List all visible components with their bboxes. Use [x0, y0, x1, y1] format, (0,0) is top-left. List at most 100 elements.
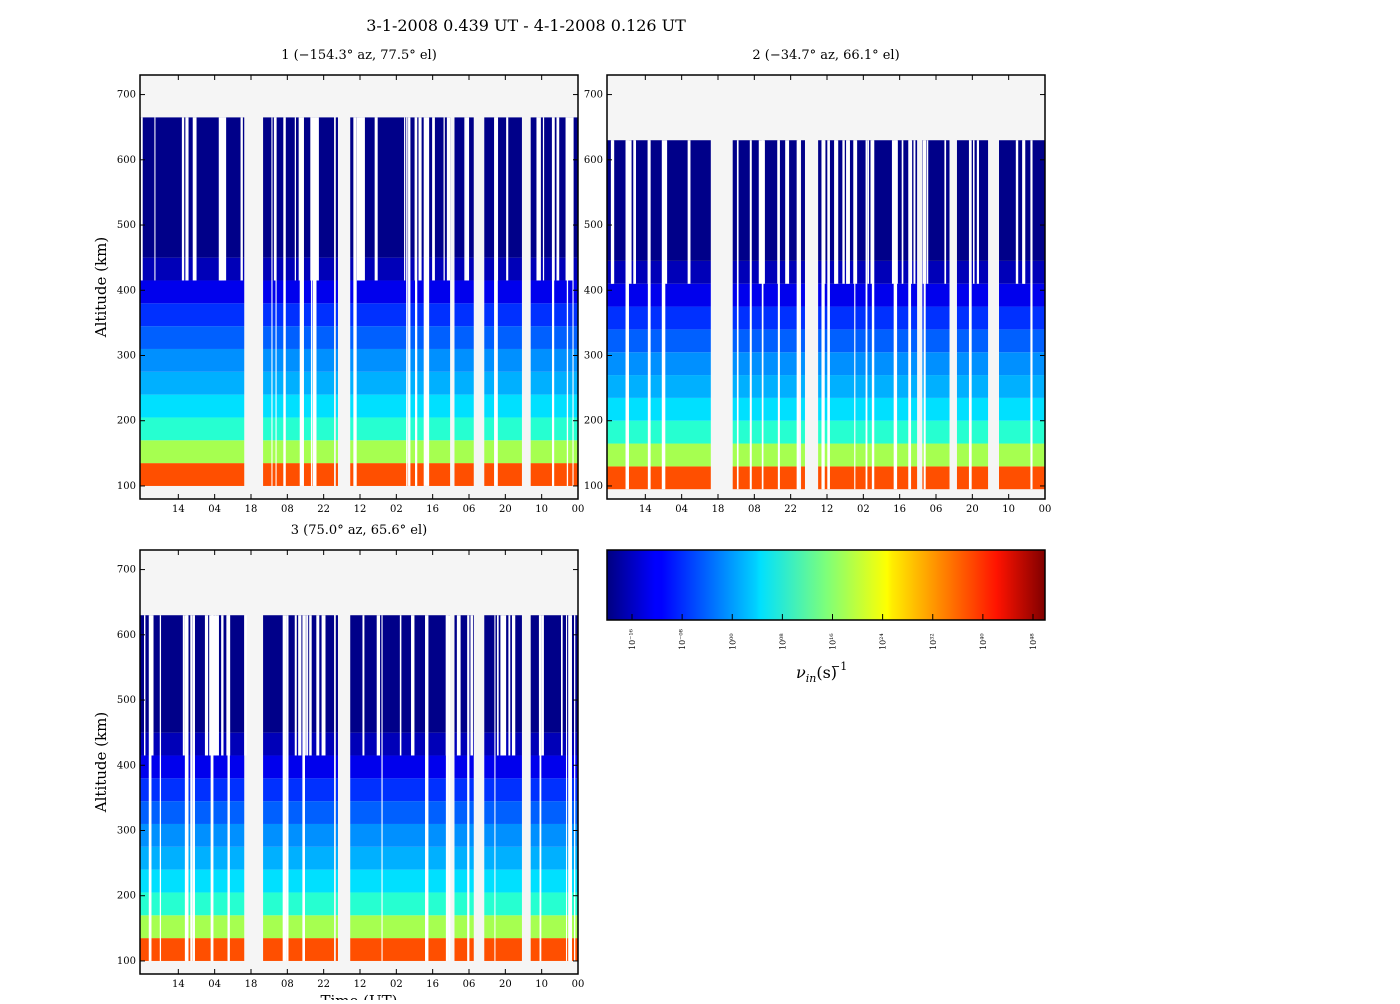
- missing-column: [568, 615, 572, 961]
- y-tick-label: 500: [117, 695, 136, 706]
- x-tick-label: 08: [748, 504, 761, 515]
- heatmap-cell: [484, 869, 522, 893]
- missing-column: [976, 140, 979, 284]
- panel-title: 2 (−34.7° az, 66.1° el): [752, 48, 899, 63]
- y-tick-label: 700: [584, 90, 603, 101]
- missing-column: [467, 615, 470, 961]
- y-tick-label: 300: [117, 350, 136, 361]
- missing-column: [539, 615, 542, 961]
- x-tick-label: 22: [317, 504, 330, 515]
- heatmap-cell: [454, 394, 474, 418]
- heatmap-cell: [263, 326, 335, 349]
- missing-column: [785, 140, 790, 284]
- y-axis-label: Altitude (km): [92, 237, 110, 338]
- missing-column: [871, 140, 875, 490]
- heatmap-cell: [801, 375, 805, 398]
- heatmap-cell: [454, 846, 474, 870]
- heatmap-cell: [335, 846, 338, 870]
- heatmap-cell: [732, 397, 798, 421]
- heatmap-cell: [956, 260, 989, 284]
- y-tick-label: 600: [584, 155, 603, 166]
- missing-column: [273, 117, 276, 281]
- missing-column: [761, 140, 764, 490]
- heatmap-cell: [454, 417, 474, 441]
- missing-column: [625, 140, 629, 490]
- heatmap-cell: [335, 915, 338, 939]
- missing-column: [926, 140, 929, 284]
- missing-column: [496, 615, 499, 756]
- missing-column: [511, 615, 516, 756]
- heatmap-cell: [350, 348, 451, 372]
- heatmap-cell: [530, 463, 578, 486]
- missing-column: [294, 615, 297, 756]
- missing-column: [227, 615, 230, 961]
- missing-column: [271, 117, 273, 486]
- heatmap-cell: [530, 326, 578, 349]
- heatmap-cell: [956, 352, 989, 376]
- heatmap-cell: [956, 397, 989, 421]
- heatmap-cell: [454, 755, 474, 779]
- heatmap-cell: [335, 823, 338, 847]
- heatmap-cell: [801, 329, 805, 353]
- missing-column: [736, 140, 739, 490]
- heatmap-cell: [140, 280, 245, 304]
- heatmap-cell: [732, 283, 798, 307]
- heatmap-cell: [607, 397, 711, 421]
- missing-column: [283, 117, 286, 486]
- missing-column: [299, 117, 304, 486]
- missing-column: [150, 615, 154, 756]
- missing-column: [353, 117, 357, 486]
- heatmap-cell: [922, 306, 950, 330]
- heatmap-cell: [350, 892, 451, 916]
- x-tick-label: 10: [1002, 504, 1015, 515]
- missing-column: [154, 117, 156, 281]
- x-tick-label: 08: [281, 979, 294, 990]
- missing-column: [211, 615, 214, 961]
- heatmap-cell: [263, 257, 335, 281]
- missing-column: [218, 117, 223, 281]
- colorbar-tick-label: 10⁻¹⁶: [628, 629, 637, 650]
- missing-column: [1022, 140, 1026, 284]
- heatmap-cell: [999, 397, 1045, 421]
- missing-column: [664, 140, 668, 284]
- missing-column: [192, 615, 195, 961]
- heatmap-cell: [484, 892, 522, 916]
- missing-column: [244, 615, 247, 756]
- y-tick-label: 100: [117, 481, 136, 492]
- missing-column: [502, 615, 507, 756]
- axes-frame: [139, 74, 579, 500]
- missing-column: [569, 117, 572, 281]
- heatmap-cell: [454, 915, 474, 939]
- heatmap-cell: [999, 420, 1045, 444]
- heatmap-cell: [454, 892, 474, 916]
- heatmap-cell: [335, 463, 338, 486]
- heatmap-cell: [732, 443, 798, 467]
- heatmap-cell: [818, 466, 918, 490]
- heatmap-cell: [263, 463, 335, 486]
- heatmap-cell: [263, 371, 335, 395]
- missing-column: [846, 140, 850, 284]
- heatmap-cell: [335, 778, 338, 802]
- colorbar: 10⁻¹⁶ 10⁻⁰⁸ 10⁰⁰ 10⁰⁸ 10¹⁶ 10²⁴ 10³² 10⁴⁰ 10⁴⁸ ν…: [606, 549, 1046, 685]
- heatmap-cell: [922, 375, 950, 398]
- missing-column: [865, 140, 868, 490]
- colorbar-tick-label: 10⁰⁸: [778, 633, 787, 650]
- heatmap-cell: [530, 394, 578, 418]
- heatmap-cell: [454, 801, 474, 824]
- missing-column: [944, 140, 947, 284]
- missing-column: [140, 117, 143, 281]
- heatmap-cell: [454, 938, 474, 961]
- x-tick-label: 02: [857, 504, 870, 515]
- heatmap-cell: [350, 778, 451, 802]
- heatmap-cell: [350, 417, 451, 441]
- heatmap-cell: [818, 329, 918, 353]
- y-tick-label: 100: [117, 956, 136, 967]
- missing-column: [456, 615, 459, 756]
- y-tick-label: 100: [584, 481, 603, 492]
- heatmap-cell: [454, 117, 474, 258]
- heatmap-cell: [530, 303, 578, 327]
- missing-column: [425, 117, 430, 486]
- x-tick-label: 18: [712, 504, 725, 515]
- missing-column: [625, 140, 629, 284]
- colorbar-tick-label: 10⁻⁰⁸: [678, 629, 687, 650]
